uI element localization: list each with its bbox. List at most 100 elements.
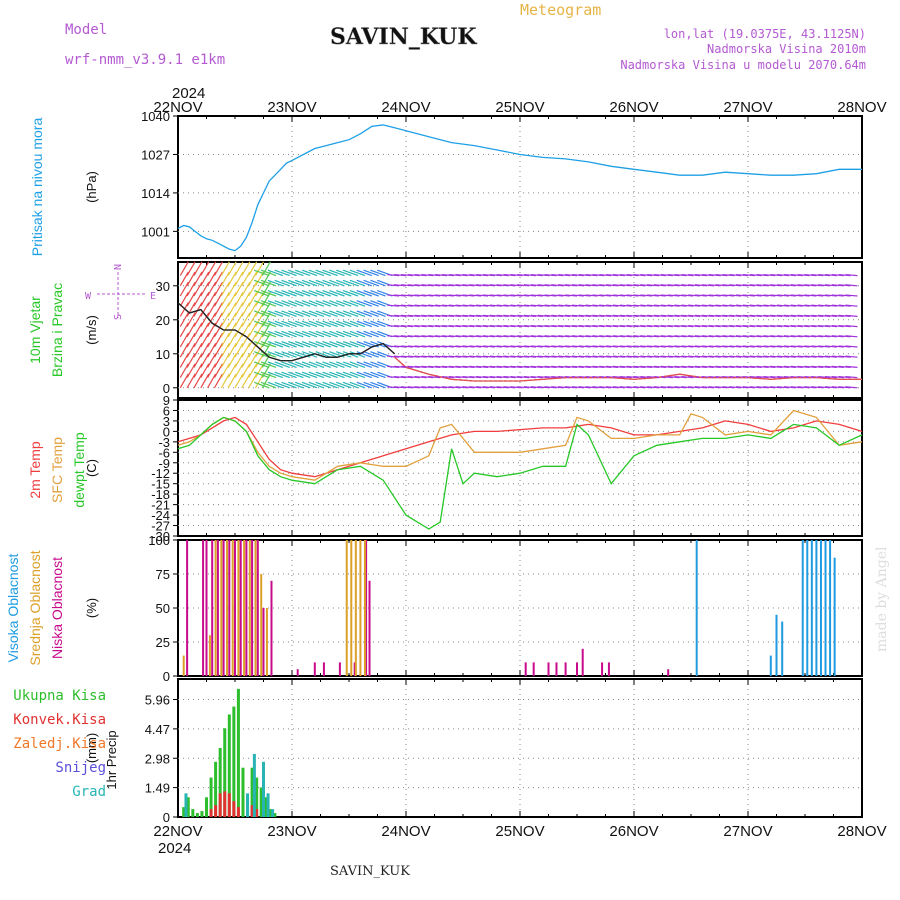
wind-barb: [253, 289, 270, 297]
wind-barb: [267, 279, 284, 287]
x-tick-label-top: 27NOV: [723, 99, 772, 116]
wind-barb: [253, 361, 270, 368]
wind-barb: [845, 314, 858, 317]
wind-barb: [845, 365, 858, 368]
wind-ytick-label: 30: [156, 279, 170, 294]
wind-barb: [308, 310, 325, 317]
wind-barb: [845, 335, 858, 338]
cloud-bar-srednja-oblacnost: [243, 540, 246, 676]
wind-barb: [356, 300, 373, 307]
precipitation-bar-ukupna-kisa: [236, 688, 240, 817]
wind-barb: [186, 302, 196, 317]
precipitation-bar-grad: [184, 793, 188, 817]
cloud-bar-niska-oblacnost: [270, 580, 273, 676]
precipitation-bar-grad: [252, 753, 256, 817]
wind-barb: [241, 261, 251, 276]
cloud-bar-visoka-oblacnost: [695, 540, 698, 676]
precipitation-bar-ukupna-kisa: [232, 706, 236, 817]
precipitation-bar-grad: [246, 793, 250, 817]
wind-barb: [200, 353, 210, 368]
wind-barb: [281, 310, 297, 317]
cloud-bar-niska-oblacnost: [555, 662, 558, 676]
cloud-bar-srednja-oblacnost: [354, 540, 357, 676]
wind-barb: [255, 353, 265, 368]
temperature-ytick-label: -9: [158, 456, 170, 471]
wind-barb: [207, 373, 217, 389]
wind-barb: [845, 284, 858, 287]
cloud-bar-srednja-oblacnost: [231, 540, 234, 676]
precipitation-bar-ukupna-kisa: [255, 777, 259, 817]
wind-barb: [274, 279, 290, 287]
wind-barb: [179, 363, 189, 378]
wind-barb: [220, 271, 230, 287]
cloud-ytick-label: 0: [163, 669, 170, 684]
wind-barb: [267, 351, 284, 358]
wind-barb: [255, 271, 265, 287]
precipitation-bar-ukupna-kisa: [218, 748, 222, 817]
wind-barb: [349, 300, 366, 307]
pressure-ytick-label: 1001: [141, 224, 170, 239]
wind-barb: [220, 312, 230, 327]
wind-barb: [267, 371, 284, 379]
wind-barb: [220, 332, 230, 348]
wind-barb: [329, 289, 345, 297]
wind-barb: [234, 281, 244, 297]
wind-barb: [267, 381, 284, 389]
wind-barb: [274, 310, 290, 317]
wind-barb: [248, 373, 258, 389]
compass-e: E: [150, 291, 156, 302]
wind-barb: [301, 289, 318, 297]
wind-barb: [267, 300, 284, 307]
wind-barb: [281, 320, 297, 328]
wind-barb: [308, 279, 325, 287]
wind-barb: [294, 381, 311, 389]
wind-barb: [213, 292, 223, 307]
wind-title-2: Brzina i Pravac: [49, 283, 65, 377]
wind-barb: [260, 269, 277, 277]
wind-barb: [288, 279, 304, 287]
wind-barb: [234, 261, 244, 276]
wind-barb: [294, 279, 311, 287]
precipitation-ytick-label: 0: [163, 810, 170, 825]
wind-barb: [255, 281, 265, 297]
wind-barb: [200, 281, 210, 297]
cloud-bar-srednja-oblacnost: [265, 608, 268, 676]
wind-barb: [193, 343, 203, 358]
wind-barb: [267, 340, 284, 348]
wind-barb: [845, 375, 858, 379]
wind-barb: [281, 381, 297, 389]
wind-barb: [227, 353, 237, 368]
x-tick-label-top: 22NOV: [153, 99, 202, 116]
wind-barb: [200, 312, 210, 327]
wind-barb: [267, 289, 284, 297]
precipitation-bar-ukupna-kisa: [223, 728, 227, 817]
wind-unit-label: (m/s): [84, 315, 99, 345]
cloud-bar-srednja-oblacnost: [248, 540, 251, 676]
wind-barb: [356, 351, 373, 358]
precipitation-unit-label: (mm): [84, 733, 99, 763]
wind-barb: [363, 361, 379, 368]
cloud-bar-niska-oblacnost: [524, 662, 527, 676]
wind-barb: [220, 292, 230, 307]
wind-barb: [329, 269, 345, 277]
cloud-bar-niska-oblacnost: [365, 540, 368, 676]
wind-barb: [315, 289, 331, 297]
cloud-bar-niska-oblacnost: [256, 540, 259, 676]
coords-text: lon,lat (19.0375E, 43.1125N): [664, 27, 866, 41]
temperature-ytick-label: -15: [151, 477, 170, 492]
cloud-bar-srednja-oblacnost: [359, 540, 362, 676]
precipitation-bar-konvek-kisa: [223, 791, 227, 817]
wind-barb: [315, 320, 331, 328]
temperature-ytick-label: -30: [151, 529, 170, 544]
wind-barb: [363, 351, 379, 358]
cloud-ytick-label: 25: [156, 635, 170, 650]
wind-barb: [274, 371, 290, 379]
temperature-ytick-label: -24: [151, 508, 170, 523]
wind-barb: [267, 310, 284, 317]
wind-barb: [363, 310, 379, 317]
wind-barb: [301, 300, 318, 307]
wind-barb: [248, 332, 258, 348]
wind-barb: [255, 373, 265, 389]
wind-barb: [234, 373, 244, 389]
wind-barb: [248, 281, 258, 297]
